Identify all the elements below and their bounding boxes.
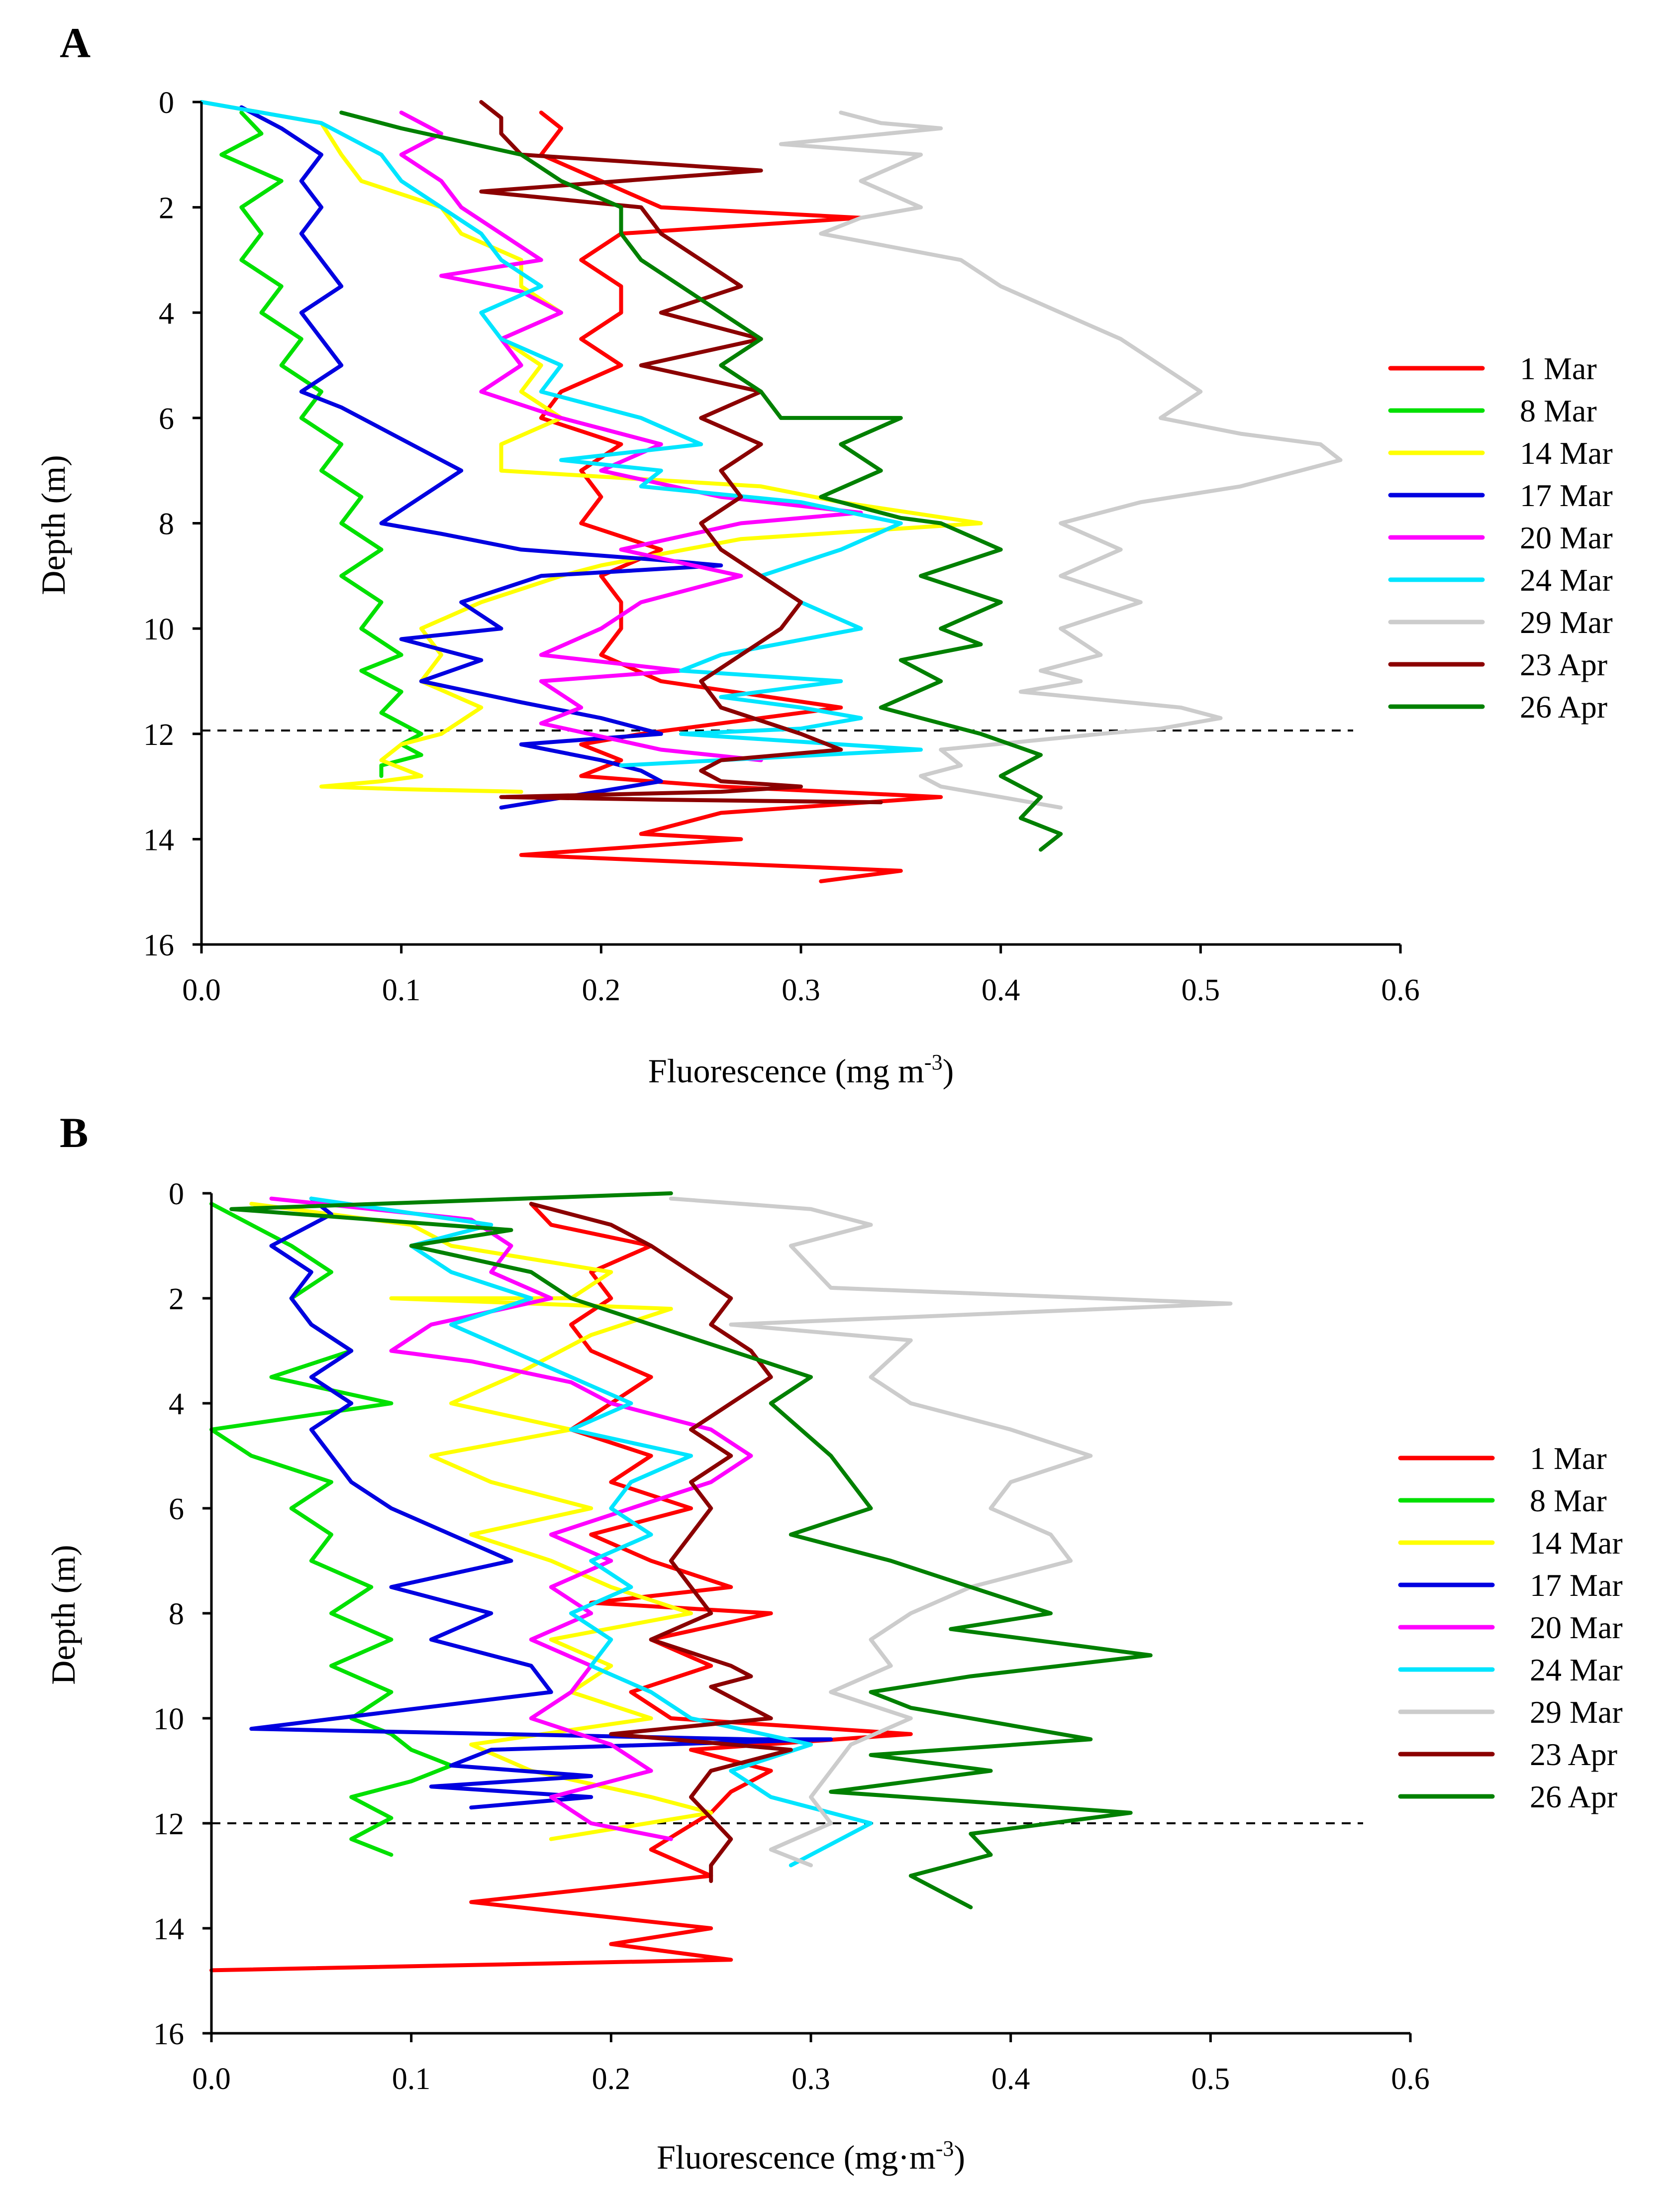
- series-line-b-20-mar: [269, 1196, 753, 1841]
- legend-label-b-14-mar: 14 Mar: [1530, 1525, 1623, 1561]
- x-tick-label-b-0: 0.0: [192, 2062, 231, 2096]
- legend-label-a-24-mar: 24 Mar: [1520, 562, 1613, 598]
- x-axis-title-b-end: ): [954, 2138, 965, 2176]
- x-axis-title-a-sup: -3: [924, 1050, 943, 1074]
- x-tick-label-a-4: 0.4: [982, 973, 1020, 1007]
- panel-label-b: B: [60, 1109, 88, 1156]
- x-tick-label-b-6: 0.6: [1391, 2062, 1430, 2096]
- y-tick-label-a-6: 12: [143, 718, 174, 752]
- series-line-a-24-mar: [199, 100, 923, 768]
- legend-label-a-1-mar: 1 Mar: [1520, 351, 1597, 386]
- legend-label-b-29-mar: 29 Mar: [1530, 1694, 1623, 1730]
- x-tick-label-b-4: 0.4: [991, 2062, 1030, 2096]
- y-tick-label-b-1: 2: [169, 1282, 184, 1316]
- y-tick-label-a-8: 16: [143, 929, 174, 962]
- chart-panel-a: A 0.0 0.1 0.2 0.3 0.4 0.5 0.6 0 2 4 6 8 10 12 14 16 Dep…: [34, 19, 1613, 1090]
- y-tick-label-a-5: 10: [143, 613, 174, 646]
- x-tick-label-b-2: 0.2: [592, 2062, 631, 2096]
- series-line-b-29-mar: [669, 1196, 1233, 1868]
- legend-label-b-26-apr: 26 Apr: [1530, 1779, 1617, 1814]
- series-line-a-8-mar: [219, 110, 423, 778]
- legend-label-b-1-mar: 1 Mar: [1530, 1441, 1607, 1476]
- legend-label-a-17-mar: 17 Mar: [1520, 478, 1613, 513]
- x-axis-title-a: Fluorescence (mg m-3): [648, 1050, 954, 1090]
- legend-label-a-29-mar: 29 Mar: [1520, 605, 1613, 640]
- x-axis-title-a-main: Fluorescence (mg m: [648, 1052, 924, 1090]
- legend-label-b-23-apr: 23 Apr: [1530, 1737, 1617, 1772]
- y-tick-label-b-3: 6: [169, 1492, 184, 1526]
- y-tick-label-b-7: 14: [153, 1912, 184, 1946]
- x-tick-label-b-5: 0.5: [1191, 2062, 1230, 2096]
- series-line-b-17-mar: [249, 1196, 833, 1810]
- x-axis-title-b: Fluorescence (mg·m-3): [657, 2136, 965, 2176]
- legend-b: 1 Mar 8 Mar 14 Mar 17 Mar 20 Mar 24 Mar 29 Mar…: [1398, 1441, 1623, 1814]
- x-tick-label-b-3: 0.3: [791, 2062, 830, 2096]
- x-tick-label-a-2: 0.2: [582, 973, 621, 1007]
- y-tick-label-b-5: 10: [153, 1702, 184, 1736]
- y-tick-label-b-4: 8: [169, 1597, 184, 1631]
- y-tick-label-b-8: 16: [153, 2017, 184, 2051]
- legend-label-a-8-mar: 8 Mar: [1520, 393, 1597, 428]
- y-tick-label-b-0: 0: [169, 1177, 184, 1211]
- legend-label-a-14-mar: 14 Mar: [1520, 435, 1613, 471]
- legend-label-a-20-mar: 20 Mar: [1520, 520, 1613, 555]
- x-tick-label-a-5: 0.5: [1182, 973, 1220, 1007]
- legend-label-a-23-apr: 23 Apr: [1520, 647, 1607, 682]
- ticks-a: 0.0 0.1 0.2 0.3 0.4 0.5 0.6 0 2 4 6 8 10 12 14 16: [143, 86, 1420, 1007]
- chart-panel-b: B 0.0 0.1 0.2 0.3 0.4 0.5 0.6 0 2 4 6 8 10 12 14 16 Dep…: [44, 1109, 1623, 2176]
- y-tick-label-a-7: 14: [143, 823, 174, 857]
- x-tick-label-a-0: 0.0: [182, 973, 221, 1007]
- series-group-a: [199, 100, 1343, 883]
- series-line-a-17-mar: [239, 105, 723, 810]
- legend-a: 1 Mar 8 Mar 14 Mar 17 Mar 20 Mar 24 Mar 29 Mar…: [1388, 351, 1613, 725]
- y-tick-label-a-1: 2: [159, 192, 174, 225]
- x-tick-label-a-6: 0.6: [1381, 973, 1420, 1007]
- series-line-b-26-apr: [229, 1191, 1153, 1909]
- y-tick-label-b-6: 12: [153, 1807, 184, 1841]
- legend-label-b-8-mar: 8 Mar: [1530, 1483, 1607, 1518]
- y-axis-title-a: Depth (m): [34, 455, 72, 595]
- x-axis-title-a-end: ): [943, 1052, 954, 1090]
- legend-label-b-20-mar: 20 Mar: [1530, 1610, 1623, 1645]
- series-line-b-8-mar: [209, 1202, 453, 1857]
- legend-label-b-17-mar: 17 Mar: [1530, 1568, 1623, 1603]
- legend-label-a-26-apr: 26 Apr: [1520, 689, 1607, 725]
- series-line-a-26-apr: [339, 110, 1063, 852]
- x-tick-label-b-1: 0.1: [392, 2062, 431, 2096]
- x-tick-label-a-1: 0.1: [382, 973, 421, 1007]
- series-line-b-23-apr: [529, 1202, 793, 1883]
- y-axis-title-b: Depth (m): [44, 1545, 82, 1684]
- y-tick-label-b-2: 4: [169, 1387, 184, 1421]
- legend-label-b-24-mar: 24 Mar: [1530, 1652, 1623, 1687]
- y-tick-label-a-4: 8: [159, 508, 174, 541]
- x-axis-title-b-sup: -3: [936, 2136, 954, 2161]
- series-line-a-29-mar: [779, 110, 1343, 810]
- x-tick-label-a-3: 0.3: [782, 973, 820, 1007]
- y-tick-label-a-0: 0: [159, 86, 174, 120]
- ticks-b: 0.0 0.1 0.2 0.3 0.4 0.5 0.6 0 2 4 6 8 10 12 14 16: [153, 1177, 1430, 2096]
- y-tick-label-a-2: 4: [159, 297, 174, 330]
- panel-label-a: A: [60, 19, 91, 67]
- y-tick-label-a-3: 6: [159, 402, 174, 436]
- series-line-b-24-mar: [309, 1196, 873, 1868]
- series-group-b: [209, 1191, 1233, 1973]
- x-axis-title-b-main: Fluorescence (mg·m: [657, 2138, 936, 2176]
- series-line-a-20-mar: [399, 110, 863, 762]
